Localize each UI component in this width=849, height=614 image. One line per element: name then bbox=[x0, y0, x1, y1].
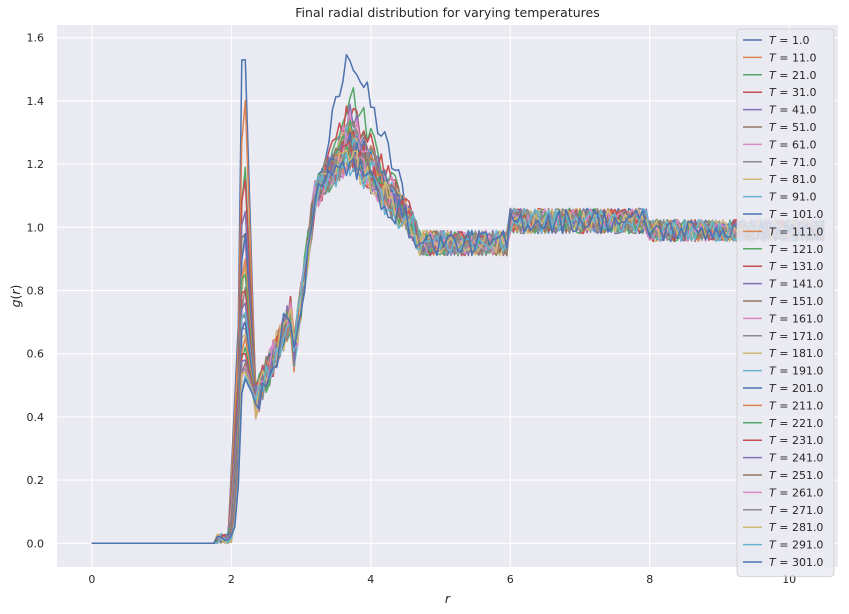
x-axis-label: r bbox=[445, 591, 451, 606]
legend-entry: T = 11.0 bbox=[769, 51, 816, 64]
legend-entry: T = 1.0 bbox=[769, 34, 809, 47]
legend-entry: T = 281.0 bbox=[769, 521, 823, 534]
legend-entry: T = 161.0 bbox=[769, 312, 823, 325]
x-tick-label: 4 bbox=[367, 573, 374, 586]
series-lines bbox=[91, 53, 825, 545]
x-tick-label: 8 bbox=[646, 573, 653, 586]
tick-labels: 0 2 4 6 8 100.00.20.40.60.81.01.21.41.6 bbox=[27, 32, 797, 586]
legend-entry: T = 231.0 bbox=[769, 434, 823, 447]
legend-entry: T = 191.0 bbox=[769, 365, 823, 378]
legend-entry: T = 151.0 bbox=[769, 295, 823, 308]
chart-title: Final radial distribution for varying te… bbox=[295, 5, 599, 20]
legend-entry: T = 71.0 bbox=[769, 156, 816, 169]
legend-entry: T = 91.0 bbox=[769, 191, 816, 204]
legend-entry: T = 251.0 bbox=[769, 469, 823, 482]
x-tick-label: 2 bbox=[228, 573, 235, 586]
legend-entry: T = 111.0 bbox=[769, 225, 823, 238]
legend-entry: T = 271.0 bbox=[769, 504, 823, 517]
legend-entry: T = 221.0 bbox=[769, 417, 823, 430]
legend-entry: T = 171.0 bbox=[769, 330, 823, 343]
legend-entry: T = 301.0 bbox=[769, 556, 823, 569]
legend-entry: T = 141.0 bbox=[769, 278, 823, 291]
legend-entry: T = 241.0 bbox=[769, 452, 823, 465]
legend-entry: T = 21.0 bbox=[769, 69, 816, 82]
y-tick-label: 0.2 bbox=[27, 474, 45, 487]
y-tick-label: 0.4 bbox=[27, 411, 45, 424]
y-axis-label: g(r) bbox=[8, 285, 23, 308]
legend: T = 1.0 T = 11.0 T = 21.0 T = 31.0 T = 41.0 T… bbox=[736, 28, 835, 577]
y-tick-label: 1.4 bbox=[27, 95, 45, 108]
y-tick-label: 1.0 bbox=[27, 221, 45, 234]
series-line bbox=[91, 158, 825, 545]
y-tick-label: 0.6 bbox=[27, 348, 45, 361]
legend-entry: T = 31.0 bbox=[769, 86, 816, 99]
y-tick-label: 1.2 bbox=[27, 158, 45, 171]
legend-entry: T = 101.0 bbox=[769, 208, 823, 221]
legend-entry: T = 211.0 bbox=[769, 399, 823, 412]
legend-entry: T = 131.0 bbox=[769, 260, 823, 273]
legend-entry: T = 201.0 bbox=[769, 382, 823, 395]
plot-background bbox=[57, 25, 838, 567]
y-tick-label: 0.0 bbox=[27, 537, 45, 550]
legend-entry: T = 291.0 bbox=[769, 539, 823, 552]
legend-entry: T = 51.0 bbox=[769, 121, 816, 134]
legend-entry: T = 41.0 bbox=[769, 104, 816, 117]
y-tick-label: 0.8 bbox=[27, 284, 45, 297]
legend-entry: T = 181.0 bbox=[769, 347, 823, 360]
legend-entry: T = 121.0 bbox=[769, 243, 823, 256]
x-tick-label: 6 bbox=[507, 573, 514, 586]
legend-entry: T = 61.0 bbox=[769, 138, 816, 151]
legend-entry: T = 81.0 bbox=[769, 173, 816, 186]
legend-entry: T = 261.0 bbox=[769, 486, 823, 499]
x-tick-label: 0 bbox=[88, 573, 95, 586]
y-tick-label: 1.6 bbox=[27, 32, 45, 45]
